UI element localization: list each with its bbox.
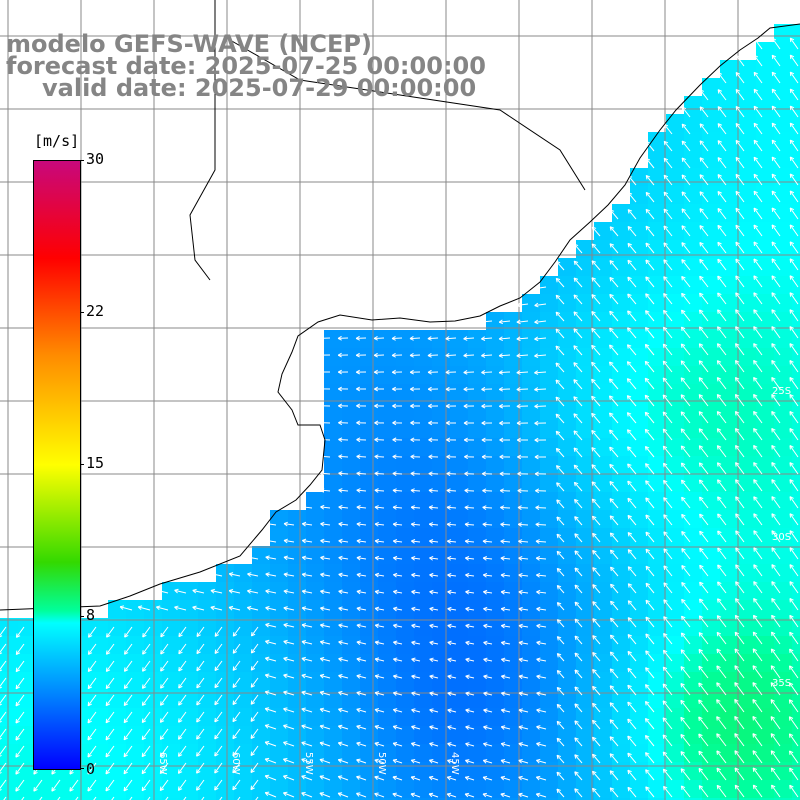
lat-label: 30S — [772, 532, 791, 543]
colorbar — [33, 160, 81, 770]
colorbar-tick-label: 8 — [86, 606, 96, 624]
border-line — [229, 39, 586, 191]
wind-speed-field — [0, 24, 800, 800]
colorbar-tick — [80, 616, 84, 617]
colorbar-tick-label: 22 — [86, 302, 105, 320]
colorbar-tick — [80, 768, 84, 769]
lat-label: 25S — [772, 386, 791, 397]
valid-date: valid date: 2025-07-29 00:00:00 — [42, 74, 477, 102]
colorbar-unit: [m/s] — [34, 132, 80, 150]
lon-label: 45W — [449, 752, 460, 775]
lon-label: 50W — [376, 752, 387, 775]
forecast-date: forecast date: 2025-07-25 00:00:00 — [6, 52, 486, 80]
colorbar-tick — [80, 312, 84, 313]
model-title: modelo GEFS-WAVE (NCEP) — [6, 30, 372, 58]
colorbar-tick-label: 0 — [86, 760, 96, 778]
border-line — [189, 0, 216, 281]
coordinate-labels: 65W60W55W50W45W25S30S35S40S — [157, 386, 791, 775]
coastline — [0, 23, 800, 611]
lon-label: 55W — [303, 752, 314, 775]
wind-arrows — [0, 37, 799, 800]
colorbar-tick — [80, 160, 84, 161]
lon-label: 60W — [230, 752, 241, 775]
colorbar-tick-label: 15 — [86, 454, 105, 472]
lon-label: 65W — [157, 752, 168, 775]
colorbar-tick — [80, 464, 84, 465]
colorbar-tick-label: 30 — [86, 150, 105, 168]
lat-label: 35S — [772, 678, 791, 689]
